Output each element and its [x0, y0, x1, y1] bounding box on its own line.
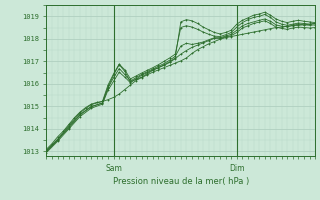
X-axis label: Pression niveau de la mer( hPa ): Pression niveau de la mer( hPa ) [113, 177, 249, 186]
